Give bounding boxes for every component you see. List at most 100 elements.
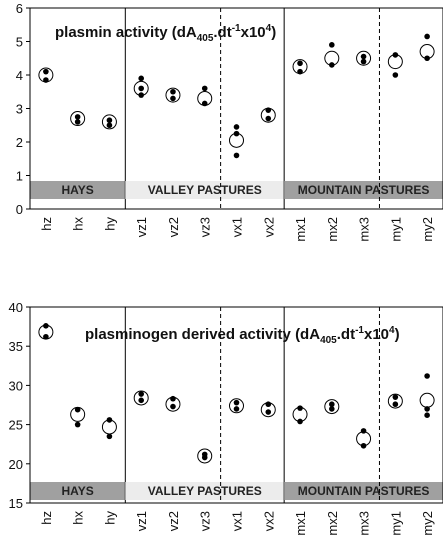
y-tick-label: 25 bbox=[9, 418, 23, 433]
data-point bbox=[233, 124, 240, 130]
data-point bbox=[74, 114, 81, 120]
data-point bbox=[297, 418, 303, 425]
y-tick-label: 1 bbox=[16, 169, 23, 184]
x-tick-label: mx2 bbox=[325, 217, 340, 242]
data-point bbox=[424, 373, 430, 379]
group-label: HAYS bbox=[62, 183, 94, 197]
data-point bbox=[138, 397, 144, 404]
data-point bbox=[201, 85, 208, 92]
y-tick-label: 4 bbox=[16, 68, 23, 83]
plot-frame bbox=[29, 306, 443, 504]
data-point bbox=[424, 412, 430, 418]
x-tick-label: vx2 bbox=[261, 217, 276, 237]
x-tick-label: vz3 bbox=[198, 217, 213, 237]
group-band bbox=[30, 482, 126, 500]
x-tick-label: hz bbox=[39, 217, 54, 231]
data-point bbox=[106, 417, 113, 423]
data-point bbox=[360, 442, 367, 449]
y-tick-label: 40 bbox=[9, 300, 23, 315]
data-point bbox=[43, 323, 49, 329]
group-band bbox=[30, 181, 126, 199]
data-point bbox=[233, 130, 240, 137]
x-tick-label: vz2 bbox=[166, 217, 181, 237]
data-point bbox=[392, 52, 399, 58]
group-band bbox=[284, 181, 443, 199]
title-part: x10 bbox=[364, 326, 389, 343]
title-sup: 4 bbox=[266, 23, 272, 34]
y-tick-label: 3 bbox=[16, 102, 23, 117]
panel: HAYS VALLEY PASTURES MOUNTAIN PASTURES 0 1 2 3… bbox=[16, 1, 443, 242]
group-label: VALLEY PASTURES bbox=[148, 183, 262, 197]
chart-title: plasmin activity (dA405.dt-1x104) bbox=[55, 23, 276, 44]
data-point bbox=[43, 68, 49, 75]
x-tick-label: vx1 bbox=[230, 511, 245, 531]
data-point bbox=[360, 53, 367, 60]
data-point bbox=[424, 55, 430, 62]
x-tick-label: hy bbox=[102, 217, 117, 231]
x-tick-label: hz bbox=[39, 511, 54, 525]
data-point bbox=[360, 58, 367, 65]
data-point bbox=[201, 100, 208, 107]
title-part: plasmin activity (dA bbox=[55, 24, 197, 41]
data-point bbox=[43, 333, 49, 340]
data-point bbox=[170, 403, 176, 410]
x-tick-label: vx2 bbox=[261, 511, 276, 531]
title-sub: 405 bbox=[197, 33, 214, 44]
data-point bbox=[138, 92, 144, 98]
data-point bbox=[233, 399, 240, 406]
data-point bbox=[138, 391, 144, 397]
group-band bbox=[125, 181, 285, 199]
x-tick-label: hx bbox=[71, 511, 86, 525]
data-point bbox=[138, 85, 144, 92]
x-tick-label: mx3 bbox=[357, 511, 372, 536]
title-part: ) bbox=[271, 24, 276, 41]
data-point bbox=[106, 433, 113, 440]
group-label: HAYS bbox=[62, 484, 94, 498]
data-point bbox=[265, 115, 272, 122]
y-tick-label: 30 bbox=[9, 378, 23, 393]
title-part: .dt bbox=[213, 24, 231, 41]
y-tick-label: 20 bbox=[9, 457, 23, 472]
x-tick-label: vx1 bbox=[230, 217, 245, 237]
data-point bbox=[265, 409, 272, 415]
group-label: MOUNTAIN PASTURES bbox=[298, 484, 430, 498]
data-point bbox=[265, 401, 272, 408]
mean-marker bbox=[229, 398, 244, 414]
group-label: VALLEY PASTURES bbox=[148, 484, 262, 498]
title-sub: 405 bbox=[320, 335, 337, 346]
mean-marker bbox=[165, 87, 181, 103]
group-label: MOUNTAIN PASTURES bbox=[298, 183, 430, 197]
x-tick-label: hy bbox=[102, 511, 117, 525]
data-point bbox=[392, 72, 399, 78]
x-tick-label: my1 bbox=[388, 217, 403, 242]
data-point bbox=[74, 406, 81, 413]
data-point bbox=[424, 33, 430, 40]
data-point bbox=[43, 77, 49, 83]
y-tick-label: 6 bbox=[16, 1, 23, 16]
mean-marker bbox=[387, 393, 403, 409]
x-tick-label: vz2 bbox=[166, 511, 181, 531]
x-tick-label: vz3 bbox=[198, 511, 213, 531]
data-point bbox=[106, 117, 113, 124]
data-point bbox=[392, 401, 399, 408]
title-part: plasminogen derived activity (dA bbox=[85, 326, 320, 343]
x-tick-label: mx1 bbox=[293, 217, 308, 242]
data-point bbox=[329, 62, 335, 68]
data-point bbox=[329, 42, 335, 48]
data-point bbox=[329, 401, 335, 408]
x-tick-label: vz1 bbox=[134, 511, 149, 531]
data-point bbox=[138, 75, 144, 82]
mean-marker bbox=[419, 392, 435, 408]
title-sup: -1 bbox=[355, 325, 364, 336]
data-point bbox=[106, 122, 113, 129]
title-sup: -1 bbox=[232, 23, 241, 34]
data-point bbox=[265, 107, 272, 113]
data-point bbox=[233, 406, 240, 412]
x-tick-label: mx1 bbox=[293, 511, 308, 536]
group-band bbox=[125, 482, 285, 500]
data-point bbox=[170, 95, 176, 102]
title-part: ) bbox=[395, 326, 400, 343]
data-point bbox=[201, 454, 208, 461]
data-point bbox=[74, 421, 81, 428]
